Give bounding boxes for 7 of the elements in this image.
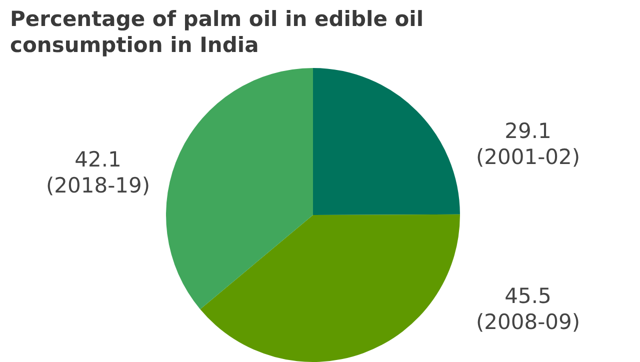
data-label: 45.5 [504, 284, 552, 308]
data-label: 42.1 [74, 148, 122, 172]
slice-label: (2018-19) [46, 174, 150, 198]
data-label: 29.1 [504, 119, 552, 144]
slice-label: (2008-09) [476, 310, 580, 334]
chart-title: Percentage of palm oil in edible oil consumption in India [10, 6, 425, 58]
slice-label: (2001-02) [476, 145, 580, 170]
